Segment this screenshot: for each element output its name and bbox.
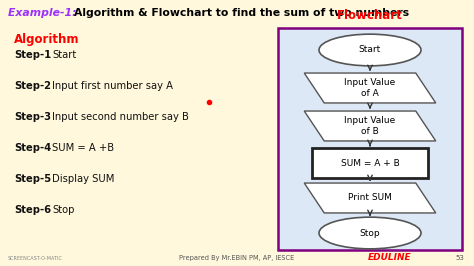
Ellipse shape	[319, 34, 421, 66]
Ellipse shape	[319, 217, 421, 249]
Polygon shape	[304, 111, 436, 141]
Text: SUM = A + B: SUM = A + B	[341, 159, 400, 168]
Bar	[278, 28, 462, 250]
Text: 53: 53	[456, 255, 465, 261]
Text: Start: Start	[359, 45, 381, 55]
Text: Example-1:: Example-1:	[8, 8, 80, 18]
Text: Display SUM: Display SUM	[52, 174, 114, 184]
Text: Step-1: Step-1	[14, 50, 51, 60]
Text: Start: Start	[52, 50, 76, 60]
Text: Stop: Stop	[360, 228, 380, 238]
Bar	[312, 148, 428, 178]
Text: Input first number say A: Input first number say A	[52, 81, 173, 91]
Text: Algorithm: Algorithm	[14, 33, 80, 46]
Text: SCREENCAST-O-MATIC: SCREENCAST-O-MATIC	[8, 256, 63, 260]
Text: Step-5: Step-5	[14, 174, 51, 184]
Text: Step-2: Step-2	[14, 81, 51, 91]
Text: Step-6: Step-6	[14, 205, 51, 215]
Text: Input Value
of A: Input Value of A	[345, 78, 396, 98]
Polygon shape	[304, 183, 436, 213]
Text: Step-3: Step-3	[14, 112, 51, 122]
Text: Step-4: Step-4	[14, 143, 51, 153]
Text: Input Value
of B: Input Value of B	[345, 116, 396, 136]
Text: EDULINE: EDULINE	[368, 253, 412, 263]
Text: Prepared By Mr.EBIN PM, AP, IESCE: Prepared By Mr.EBIN PM, AP, IESCE	[179, 255, 295, 261]
Text: Print SUM: Print SUM	[348, 193, 392, 202]
Text: SUM = A +B: SUM = A +B	[52, 143, 114, 153]
Text: Input second number say B: Input second number say B	[52, 112, 189, 122]
Polygon shape	[304, 73, 436, 103]
Text: Flowchart: Flowchart	[337, 9, 403, 22]
Text: Algorithm & Flowchart to find the sum of two numbers: Algorithm & Flowchart to find the sum of…	[74, 8, 409, 18]
Text: Stop: Stop	[52, 205, 74, 215]
